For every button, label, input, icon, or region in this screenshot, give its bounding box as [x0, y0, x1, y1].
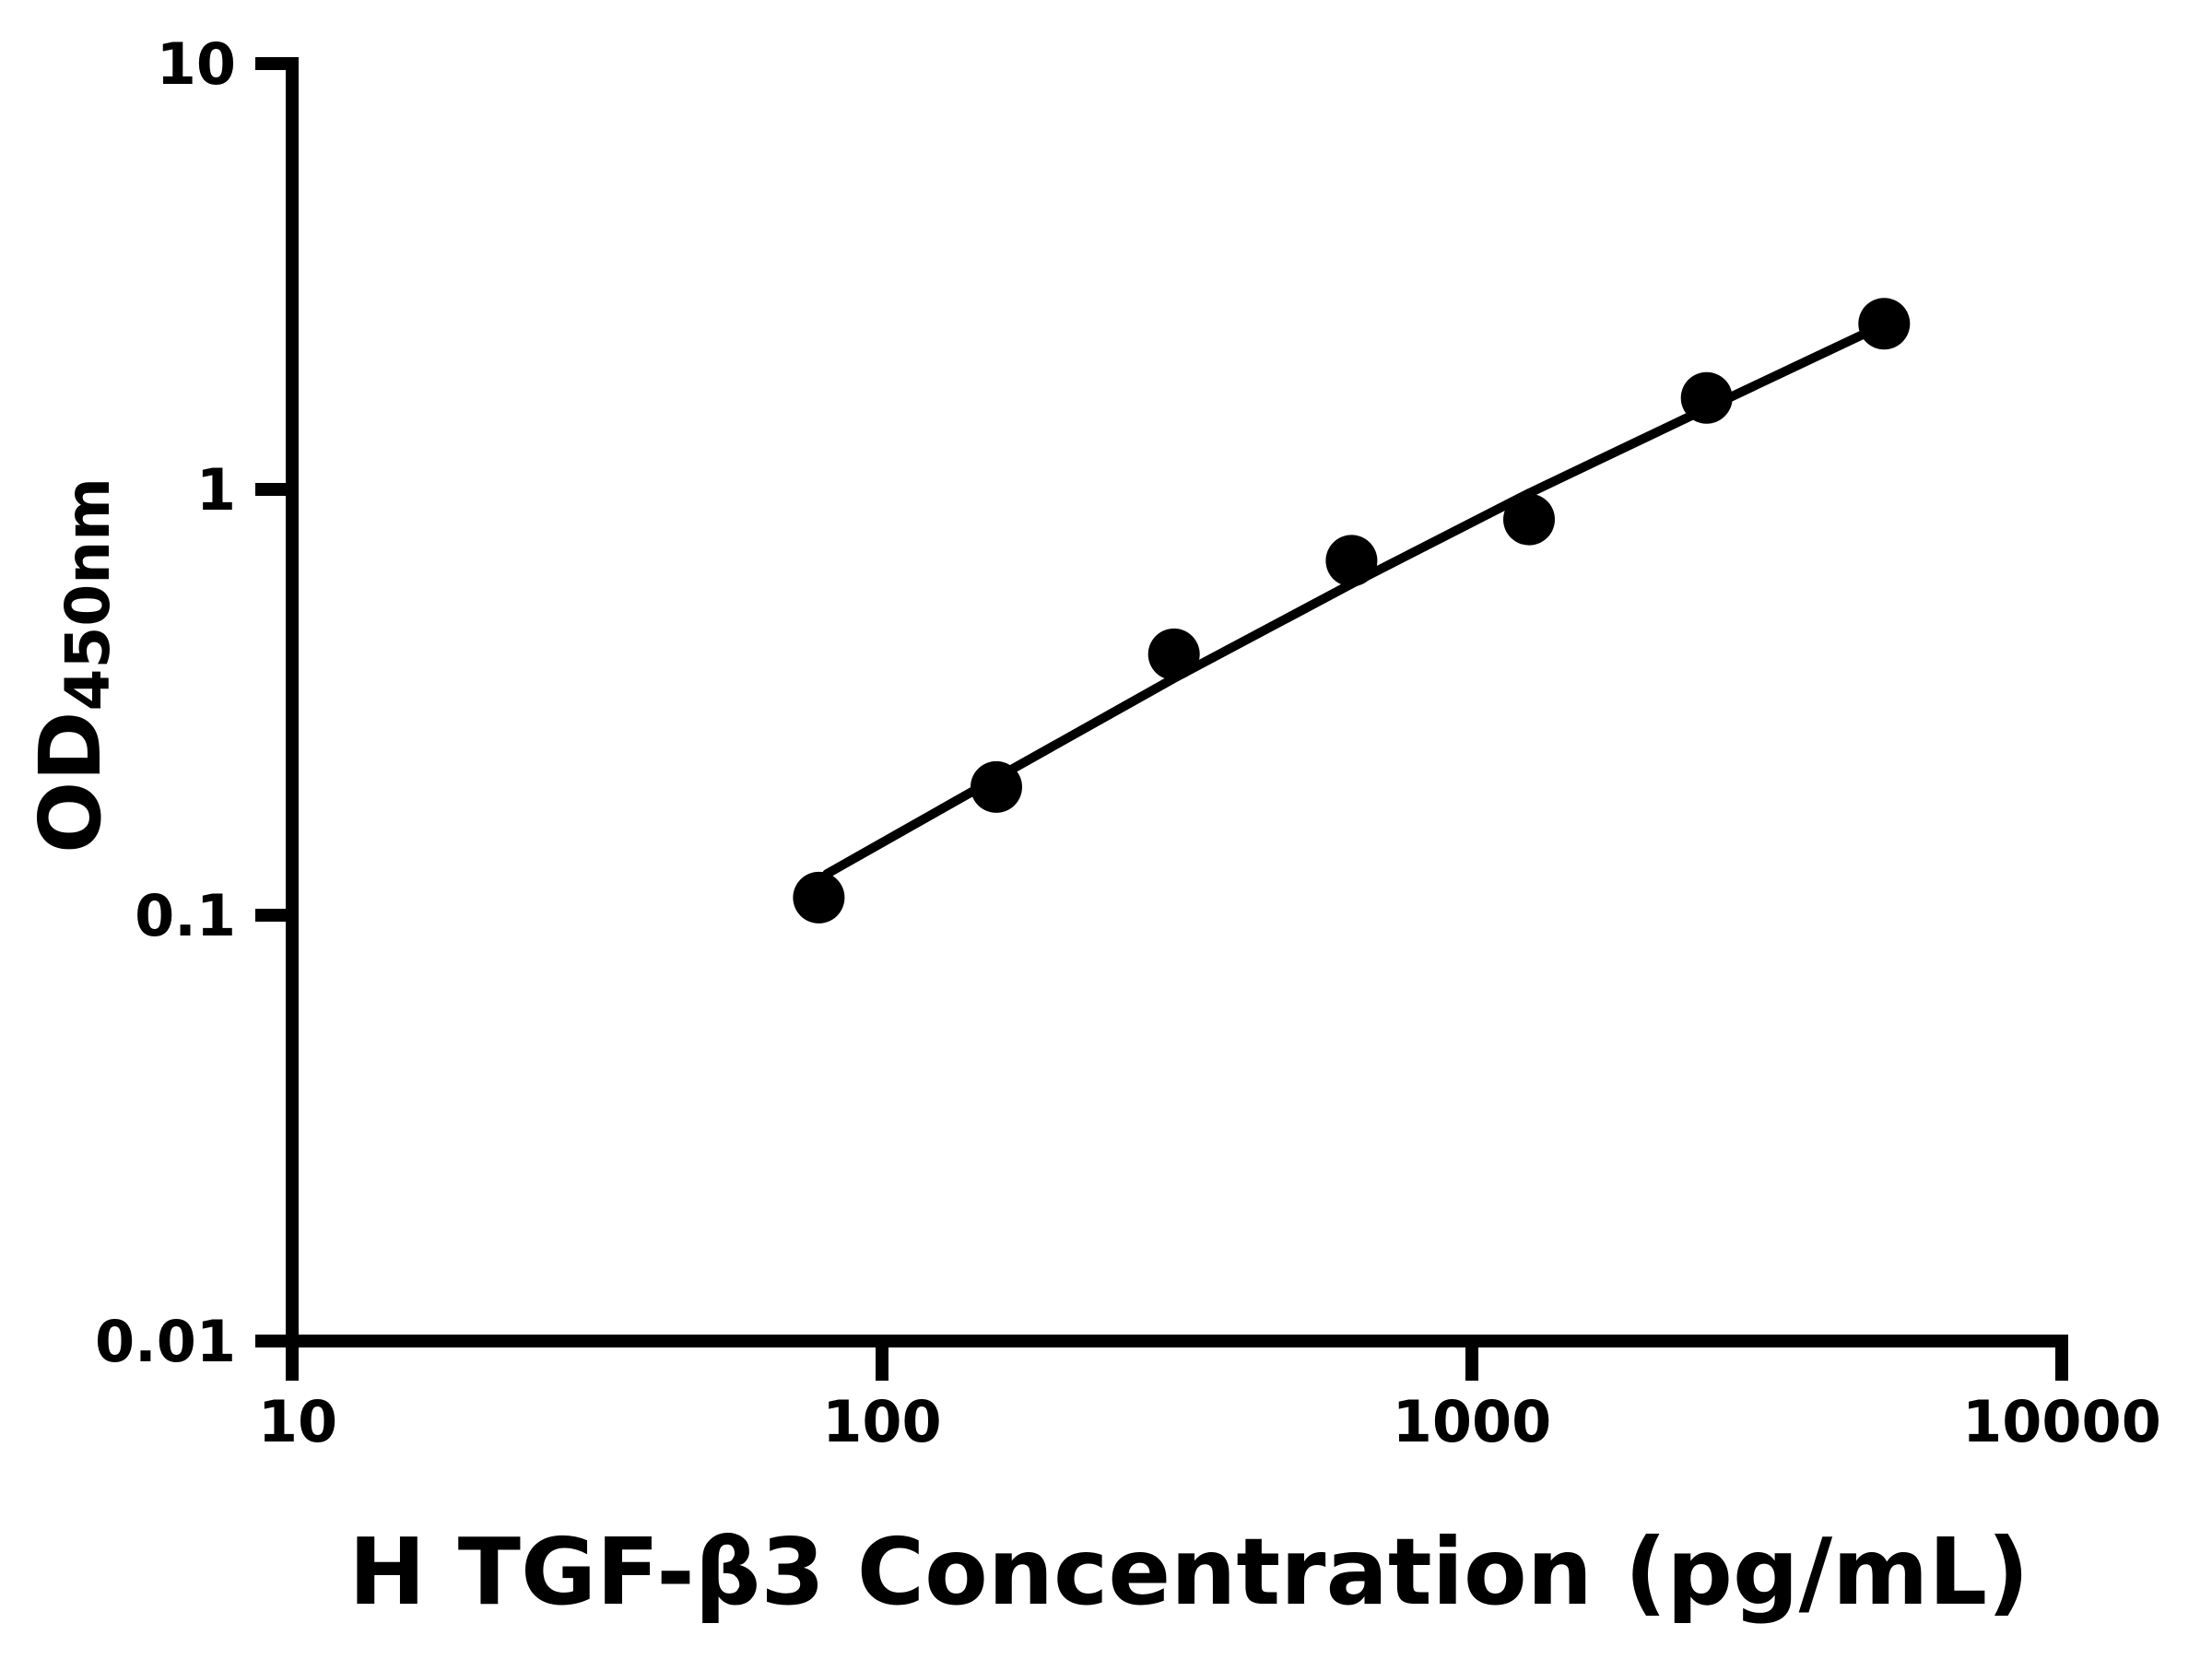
data-point — [971, 760, 1022, 813]
y-tick-label-1: 1 — [196, 456, 236, 524]
data-point — [1325, 535, 1378, 587]
data-point — [1147, 628, 1200, 680]
data-point — [1858, 298, 1911, 350]
data-point-layer — [793, 298, 1911, 924]
data-point — [793, 871, 845, 924]
axis-spine-and-ticks — [255, 57, 2068, 1381]
y-tick-label-10: 10 — [157, 30, 236, 98]
data-point — [1680, 371, 1733, 424]
data-point — [1503, 493, 1555, 546]
y-tick-label-0.01: 0.01 — [95, 1308, 236, 1375]
x-tick-label-1000: 1000 — [1393, 1388, 1552, 1455]
y-axis-title: OD450nm — [21, 477, 124, 853]
y-axis-title-base: OD — [21, 711, 120, 853]
y-tick-label-0.1: 0.1 — [135, 882, 236, 949]
x-tick-label-10000: 10000 — [1962, 1388, 2161, 1455]
axes — [255, 57, 2068, 1381]
tick-labels: 0.01 0.1 1 10 10 100 1000 10000 — [95, 30, 2161, 1455]
x-axis-title: H TGF-β3 Concentration (pg/mL) — [348, 1518, 2030, 1626]
x-tick-label-100: 100 — [822, 1388, 941, 1455]
y-axis-title-subscript: 450nm — [53, 477, 124, 712]
x-tick-label-10: 10 — [258, 1388, 337, 1455]
